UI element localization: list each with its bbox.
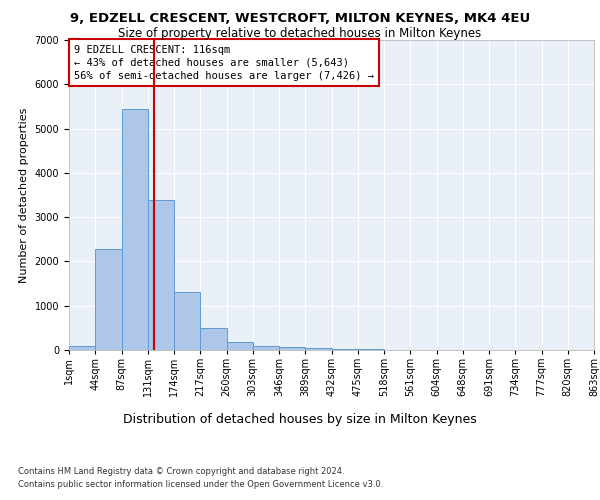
Bar bbox=[69, 346, 95, 350]
Text: Contains HM Land Registry data © Crown copyright and database right 2024.: Contains HM Land Registry data © Crown c… bbox=[18, 468, 344, 476]
Text: Contains public sector information licensed under the Open Government Licence v3: Contains public sector information licen… bbox=[18, 480, 383, 489]
Text: 9 EDZELL CRESCENT: 116sqm
← 43% of detached houses are smaller (5,643)
56% of se: 9 EDZELL CRESCENT: 116sqm ← 43% of detac… bbox=[74, 44, 374, 81]
Bar bbox=[331, 348, 358, 350]
Bar bbox=[148, 200, 174, 350]
Text: Size of property relative to detached houses in Milton Keynes: Size of property relative to detached ho… bbox=[118, 28, 482, 40]
Bar bbox=[279, 348, 305, 350]
Bar bbox=[121, 108, 148, 350]
Text: Distribution of detached houses by size in Milton Keynes: Distribution of detached houses by size … bbox=[123, 412, 477, 426]
Bar bbox=[95, 249, 121, 350]
Bar bbox=[253, 346, 279, 350]
Bar bbox=[305, 348, 331, 350]
Bar bbox=[227, 342, 253, 350]
Bar bbox=[358, 349, 384, 350]
Bar bbox=[200, 328, 227, 350]
Bar bbox=[174, 292, 200, 350]
Y-axis label: Number of detached properties: Number of detached properties bbox=[19, 108, 29, 282]
Text: 9, EDZELL CRESCENT, WESTCROFT, MILTON KEYNES, MK4 4EU: 9, EDZELL CRESCENT, WESTCROFT, MILTON KE… bbox=[70, 12, 530, 26]
